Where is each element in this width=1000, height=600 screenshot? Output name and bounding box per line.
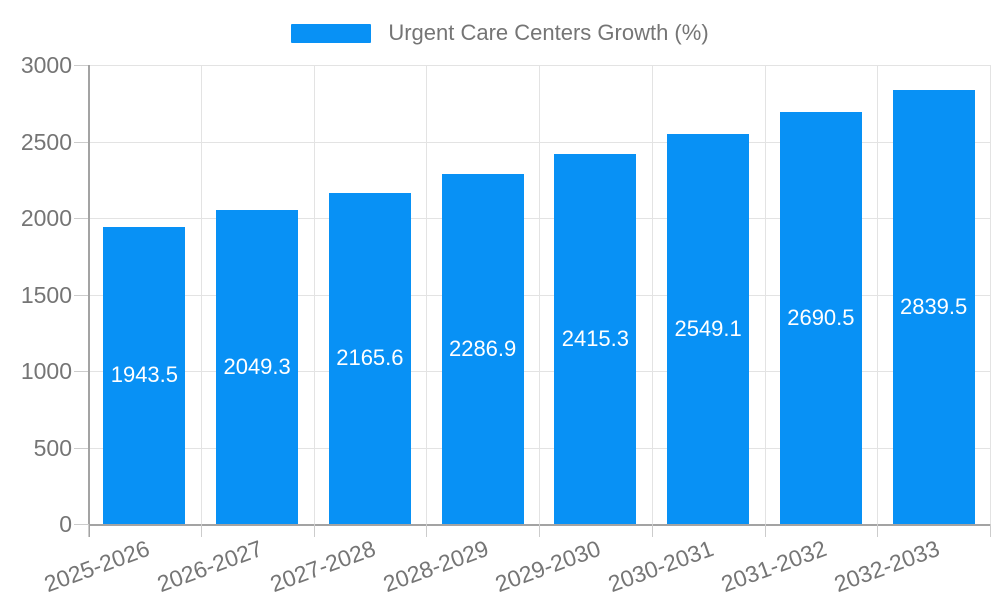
v-gridline [877,65,879,524]
y-axis-tick-label: 2000 [20,205,72,231]
y-axis-tick [74,371,88,372]
plot-area: 1943.5 2049.3 2165.6 2286.9 2415.3 2549.1 2690… [88,65,991,524]
x-axis-tick [877,524,879,537]
v-gridline [426,65,428,524]
x-axis-tick [313,524,315,537]
bar-2027-2028[interactable]: 2165.6 [328,192,411,524]
bar-value-label: 2415.3 [561,326,630,352]
x-axis-tick [651,524,653,537]
legend-label: Urgent Care Centers Growth (%) [388,20,709,45]
bar-2030-2031[interactable]: 2549.1 [667,134,750,524]
y-axis-line [88,65,90,537]
v-gridline [764,65,766,524]
x-axis-tick [88,524,89,537]
bar-2032-2033[interactable]: 2839.5 [892,89,975,524]
bar-value-label: 2690.5 [787,305,855,331]
bar-value-label: 2839.5 [899,293,968,319]
v-gridline [313,65,315,524]
x-axis-tick [200,524,202,537]
x-axis-tick [764,524,766,537]
x-axis-tick [990,524,991,537]
y-axis-tick-label: 500 [33,434,72,461]
bar-2026-2027[interactable]: 2049.3 [216,210,299,524]
y-axis-tick-label: 0 [59,511,72,537]
bar-value-label: 2549.1 [674,316,742,341]
bar-2025-2026[interactable]: 1943.5 [103,226,186,524]
legend-swatch [291,23,372,43]
y-axis-tick-label: 3000 [20,52,72,78]
y-axis-tick [74,294,88,296]
y-axis-tick-label: 1500 [20,281,72,308]
v-gridline [539,65,540,524]
y-axis-tick [74,65,88,66]
y-axis-tick [74,218,88,219]
v-gridline [651,65,653,524]
bar-value-label: 2286.9 [448,336,517,362]
legend-item[interactable]: Urgent Care Centers Growth (%) [0,20,1000,46]
bar-2028-2029[interactable]: 2286.9 [441,174,524,524]
bar-value-label: 2165.6 [336,345,404,371]
y-axis-tick-label: 2500 [20,128,72,155]
y-axis-tick [74,524,88,525]
y-axis-tick [74,447,88,449]
y-axis-tick-label: 1000 [20,358,72,384]
y-axis-tick [74,141,88,143]
bar-2029-2030[interactable]: 2415.3 [554,154,637,524]
x-axis-tick [539,524,540,537]
v-gridline [990,65,991,524]
bar-value-label: 1943.5 [110,362,179,388]
bar-value-label: 2049.3 [223,354,291,380]
x-axis-tick [426,524,428,537]
bar-2031-2032[interactable]: 2690.5 [779,112,862,524]
v-gridline [200,65,202,524]
